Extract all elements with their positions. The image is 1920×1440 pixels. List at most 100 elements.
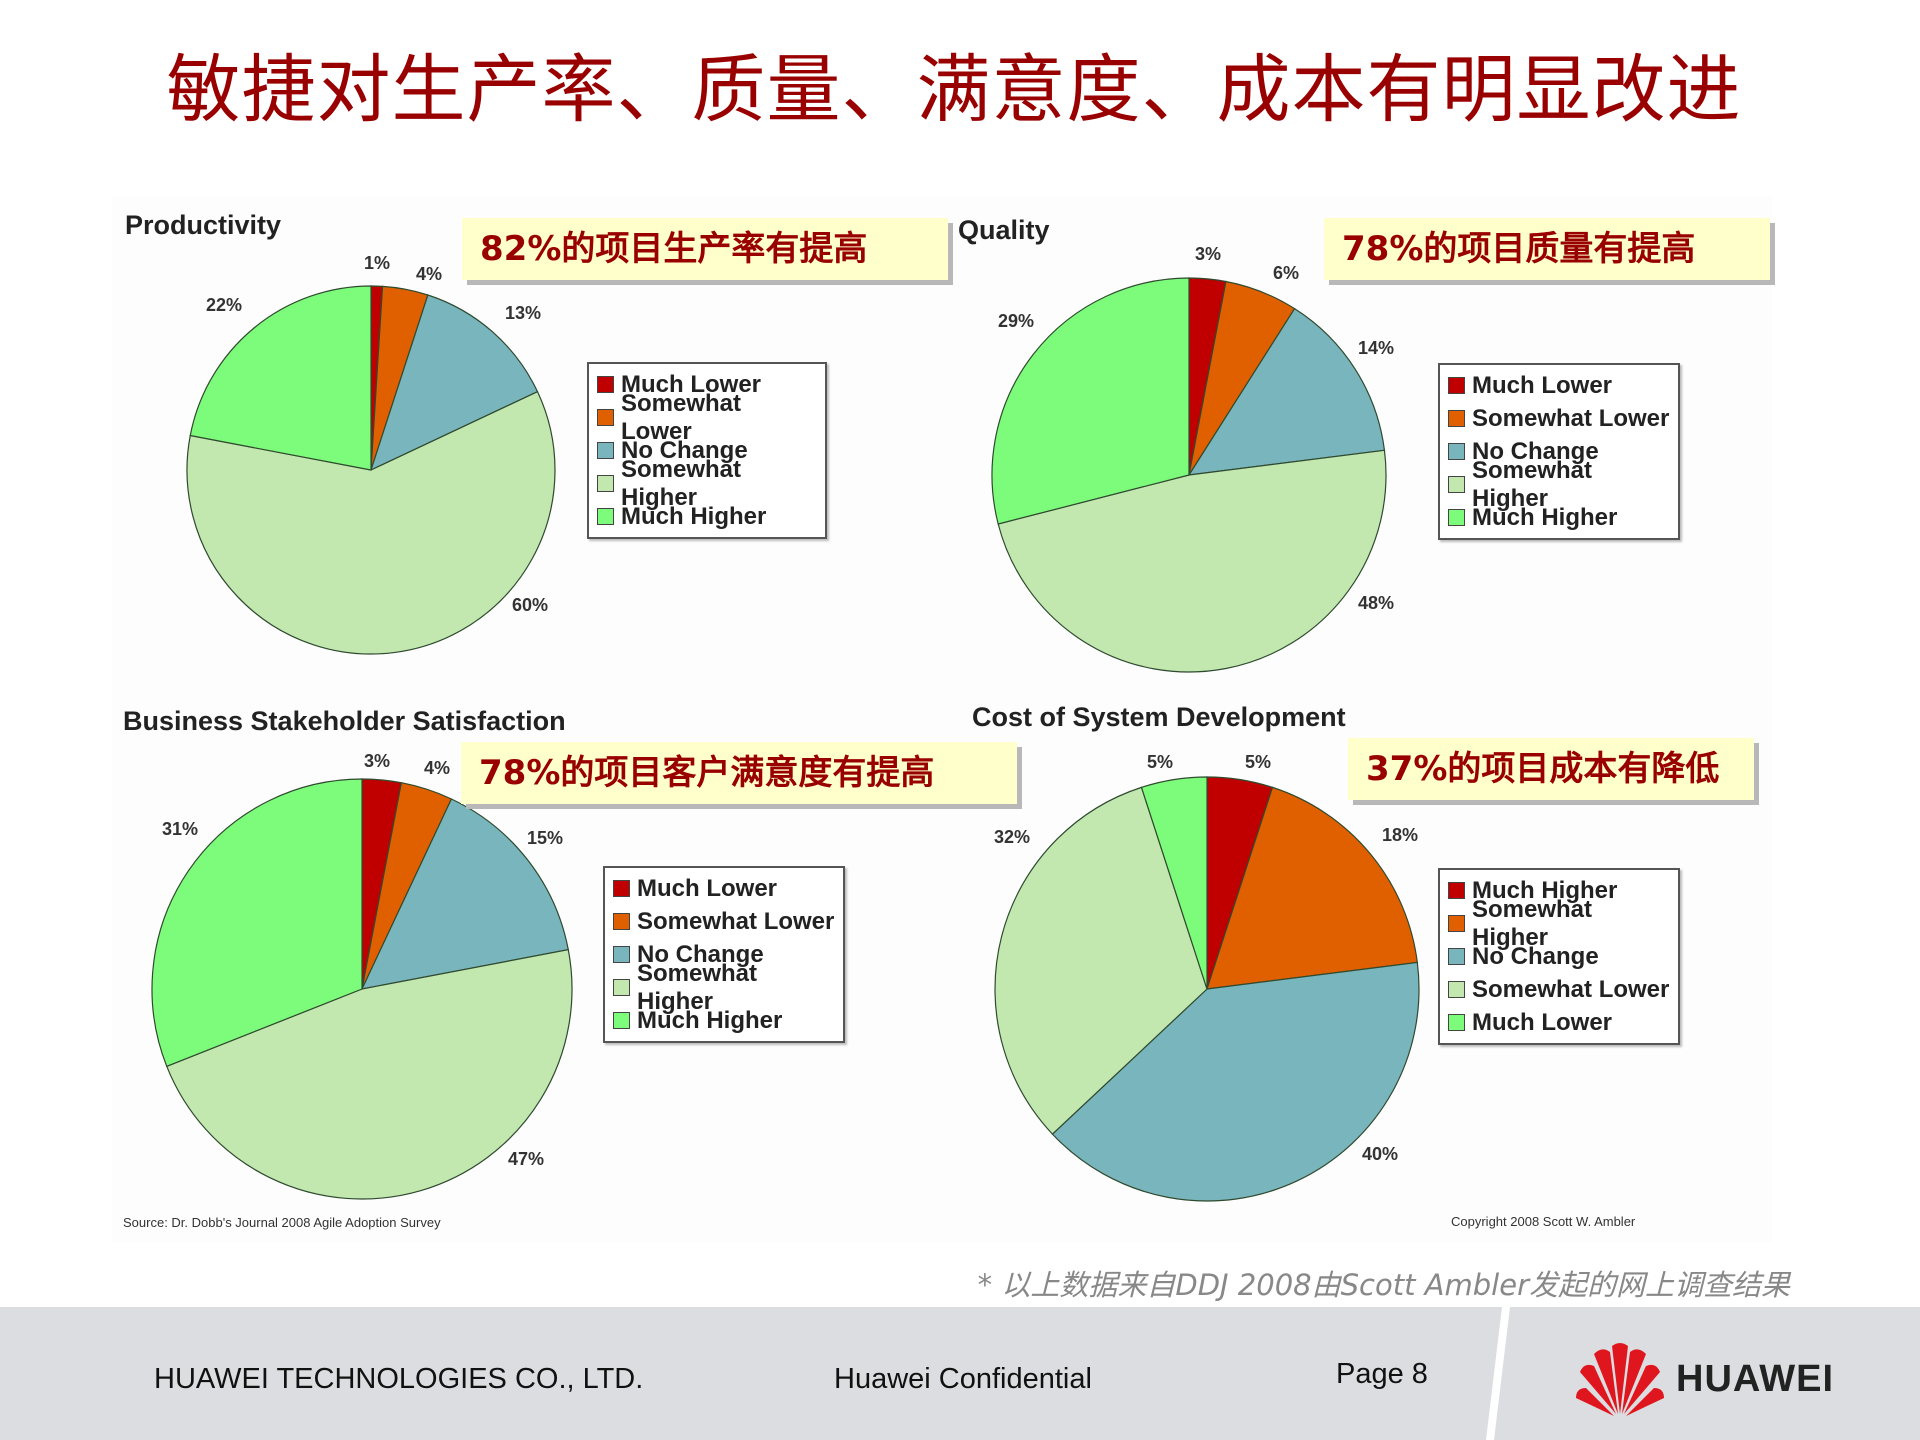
pct-label: 32% (994, 827, 1031, 847)
pie-slice (1140, 776, 1208, 990)
legend-label: Much Higher (1472, 503, 1618, 531)
pie-slice (1051, 961, 1420, 1202)
pct-label: 18% (1382, 825, 1419, 845)
legend-productivity: Much Lower Somewhat Lower No Change Some… (587, 362, 827, 539)
legend-label: Somewhat Higher (1472, 895, 1593, 951)
legend-satisfaction: Much Lower Somewhat Lower No Change Some… (603, 866, 845, 1043)
callout-cost: 37%的项目成本有降低 (1348, 738, 1754, 800)
legend-item: Much Lower (1448, 1006, 1670, 1039)
data-note: * 以上数据来自DDJ 2008由Scott Ambler发起的网上调查结果 (977, 1268, 1790, 1302)
legend-item: Much Lower (1448, 369, 1670, 402)
legend-quality: Much Lower Somewhat Lower No Change Some… (1438, 363, 1680, 540)
legend-item: Much Higher (1448, 874, 1670, 907)
pct-label: 31% (162, 819, 199, 839)
pie-slice (151, 778, 363, 1068)
legend-label: Somewhat Higher (621, 455, 742, 511)
swatch-icon (1448, 882, 1465, 899)
pct-label: 40% (1362, 1144, 1399, 1164)
pie-slice (994, 786, 1208, 1135)
legend-item: Somewhat Higher (1448, 896, 1670, 951)
legend-item: Somewhat Lower (597, 390, 817, 445)
legend-label: No Change (637, 940, 764, 968)
legend-item: Somewhat Lower (1448, 973, 1670, 1006)
swatch-icon (1448, 476, 1465, 493)
pct-label: 4% (424, 758, 451, 778)
pct-label: 1% (364, 253, 391, 273)
swatch-icon (613, 979, 630, 996)
swatch-icon (597, 409, 614, 426)
legend-item: Somewhat Higher (613, 960, 835, 1015)
legend-item: Somewhat Higher (1448, 457, 1670, 512)
huawei-logo: HUAWEI (1574, 1340, 1834, 1418)
pie-slice (1206, 786, 1419, 990)
callout-satisfaction: 78%的项目客户满意度有提高 (461, 742, 1017, 804)
legend-label: Much Higher (637, 1006, 783, 1034)
swatch-icon (1448, 915, 1465, 932)
pie-slice (189, 285, 372, 471)
swatch-icon (1448, 509, 1465, 526)
swatch-icon (613, 880, 630, 897)
legend-label: Much Lower (621, 370, 762, 398)
footer-page-number: Page 8 (1336, 1358, 1428, 1390)
swatch-icon (1448, 948, 1465, 965)
legend-label: Somewhat Higher (1472, 456, 1593, 512)
legend-item: No Change (613, 938, 835, 971)
pie-slice (1187, 307, 1386, 476)
swatch-icon (1448, 377, 1465, 394)
pie-slice (997, 449, 1387, 673)
legend-label: Somewhat Higher (637, 959, 758, 1015)
chart-title-productivity: Productivity (125, 210, 282, 240)
pct-label: 13% (505, 303, 542, 323)
swatch-icon (597, 376, 614, 393)
swatch-icon (613, 913, 630, 930)
legend-item: Much Higher (1448, 501, 1670, 534)
copyright-text: Copyright 2008 Scott W. Ambler (1451, 1214, 1636, 1229)
callout-productivity: 82%的项目生产率有提高 (462, 218, 948, 280)
pct-label: 3% (1195, 244, 1222, 264)
swatch-icon (1448, 443, 1465, 460)
page-title: 敏捷对生产率、质量、满意度、成本有明显改进 (0, 30, 1920, 137)
swatch-icon (1448, 981, 1465, 998)
legend-label: No Change (1472, 437, 1599, 465)
swatch-icon (613, 1012, 630, 1029)
chart-title-cost: Cost of System Development (972, 702, 1346, 732)
legend-label: Much Lower (637, 874, 778, 902)
legend-label: Much Lower (1472, 371, 1613, 399)
footer-bar (0, 1307, 1920, 1440)
pct-label: 14% (1358, 338, 1395, 358)
footer-divider (1486, 1307, 1510, 1440)
pct-label: 3% (364, 751, 391, 771)
pct-label: 48% (1358, 593, 1395, 613)
swatch-icon (597, 508, 614, 525)
pct-label: 22% (206, 295, 243, 315)
legend-label: Somewhat Lower (1472, 975, 1670, 1003)
pie-slice (165, 948, 573, 1200)
pct-label: 15% (527, 828, 564, 848)
pct-label: 47% (508, 1149, 545, 1169)
legend-item: Somewhat Lower (1448, 402, 1670, 435)
legend-item: Much Lower (597, 368, 817, 401)
pie-slice (370, 294, 539, 472)
legend-label: Much Higher (621, 502, 767, 530)
pct-label: 5% (1245, 752, 1272, 772)
huawei-petals-icon (1576, 1343, 1664, 1416)
source-text: Source: Dr. Dobb's Journal 2008 Agile Ad… (123, 1215, 441, 1230)
chart-title-quality: Quality (958, 215, 1050, 245)
legend-label: Much Higher (1472, 876, 1618, 904)
chart-title-satisfaction: Business Stakeholder Satisfaction (123, 706, 566, 736)
page-title-text: 敏捷对生产率、质量、满意度、成本有明显改进 (166, 47, 1742, 133)
logo-text: HUAWEI (1676, 1357, 1834, 1400)
pct-label: 4% (416, 264, 443, 284)
legend-item: Much Higher (613, 1004, 835, 1037)
legend-item: No Change (1448, 435, 1670, 468)
legend-item: No Change (597, 434, 817, 467)
swatch-icon (1448, 1014, 1465, 1031)
footer-company: HUAWEI TECHNOLOGIES CO., LTD. (154, 1363, 644, 1395)
legend-label: Somewhat Lower (637, 907, 835, 935)
swatch-icon (597, 475, 614, 492)
legend-label: Somewhat Lower (1472, 404, 1670, 432)
legend-item: No Change (1448, 940, 1670, 973)
swatch-icon (597, 442, 614, 459)
pct-label: 5% (1147, 752, 1174, 772)
